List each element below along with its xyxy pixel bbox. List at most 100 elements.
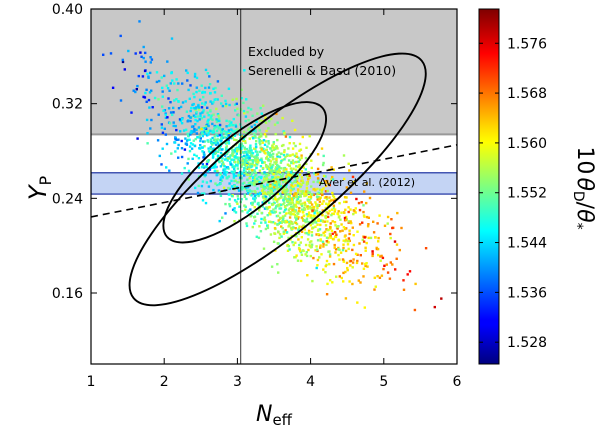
scatter-point (275, 185, 278, 188)
scatter-point (232, 165, 235, 169)
scatter-point (161, 105, 164, 108)
scatter-point (240, 172, 243, 175)
scatter-point (270, 192, 274, 195)
scatter-point (197, 162, 200, 165)
scatter-point (199, 144, 202, 147)
scatter-point (193, 95, 196, 99)
scatter-point (319, 188, 322, 191)
scatter-point (240, 88, 243, 91)
scatter-point (203, 115, 206, 118)
scatter-point (236, 150, 239, 153)
scatter-point (256, 153, 259, 157)
scatter-point (327, 236, 330, 240)
scatter-point (248, 164, 251, 167)
scatter-point (271, 175, 274, 179)
scatter-point (263, 185, 266, 189)
scatter-point (237, 189, 241, 192)
x-tick-label: 1 (87, 374, 96, 390)
scatter-point (221, 157, 224, 160)
scatter-point (224, 133, 227, 136)
scatter-point (150, 118, 153, 122)
scatter-point (347, 240, 350, 243)
scatter-point (275, 172, 278, 176)
colorbar-tick-label: 1.568 (507, 86, 547, 102)
scatter-point (155, 71, 159, 74)
scatter-point (298, 166, 301, 169)
scatter-point (161, 90, 164, 93)
scatter-point (297, 165, 300, 169)
scatter-point (289, 211, 293, 214)
scatter-point (270, 117, 273, 121)
scatter-point (311, 209, 314, 212)
scatter-point (197, 126, 201, 129)
scatter-point (273, 201, 276, 205)
scatter-point (245, 164, 248, 167)
scatter-point (243, 111, 246, 115)
scatter-point (203, 91, 207, 94)
scatter-point (259, 150, 262, 154)
scatter-point (193, 153, 196, 156)
scatter-point (253, 189, 256, 193)
scatter-point (243, 146, 246, 149)
scatter-point (300, 190, 303, 193)
scatter-point (193, 144, 197, 148)
scatter-point (282, 216, 285, 219)
scatter-point (307, 178, 310, 181)
scatter-point (204, 101, 207, 104)
scatter-point (261, 141, 264, 144)
scatter-point (193, 72, 197, 76)
scatter-point (305, 192, 308, 195)
scatter-point (297, 156, 300, 160)
scatter-point (311, 222, 314, 225)
scatter-point (209, 129, 212, 132)
scatter-point (342, 226, 346, 229)
scatter-point (236, 194, 239, 198)
scatter-point (250, 183, 254, 186)
scatter-point (362, 267, 366, 270)
scatter-point (249, 181, 252, 184)
scatter-point (333, 221, 337, 224)
scatter-point (242, 134, 245, 138)
scatter-point (273, 184, 277, 187)
scatter-point (266, 151, 270, 154)
scatter-point (276, 175, 280, 179)
scatter-point (273, 186, 276, 189)
scatter-point (195, 111, 198, 114)
scatter-point (231, 98, 234, 101)
scatter-point (283, 214, 287, 217)
scatter-point (336, 213, 340, 216)
scatter-point (261, 201, 264, 204)
scatter-point (331, 198, 334, 202)
scatter-point (246, 161, 250, 164)
scatter-point (359, 281, 362, 284)
scatter-point (282, 130, 285, 133)
scatter-point (386, 271, 390, 274)
scatter-point (201, 102, 204, 105)
scatter-point (210, 141, 213, 145)
y-axis-label: YP (24, 175, 55, 200)
scatter-point (206, 129, 210, 133)
scatter-point (268, 186, 271, 189)
scatter-point (264, 193, 268, 196)
scatter-point (269, 147, 272, 150)
scatter-point (203, 103, 207, 106)
scatter-point (335, 275, 338, 278)
scatter-point (268, 206, 271, 209)
scatter-point (270, 166, 273, 170)
scatter-point (210, 166, 214, 169)
scatter-point (119, 34, 122, 38)
scatter-point (408, 270, 412, 273)
scatter-point (343, 177, 346, 181)
scatter-point (247, 149, 250, 152)
scatter-point (218, 190, 222, 194)
scatter-point (307, 233, 310, 236)
scatter-point (282, 199, 285, 202)
scatter-point (200, 84, 203, 87)
scatter-point (205, 160, 209, 163)
scatter-point (121, 58, 124, 62)
scatter-point (310, 245, 313, 248)
scatter-point (207, 147, 210, 150)
colorbar-label-theta-star: θ (572, 209, 597, 223)
scatter-point (147, 75, 150, 78)
